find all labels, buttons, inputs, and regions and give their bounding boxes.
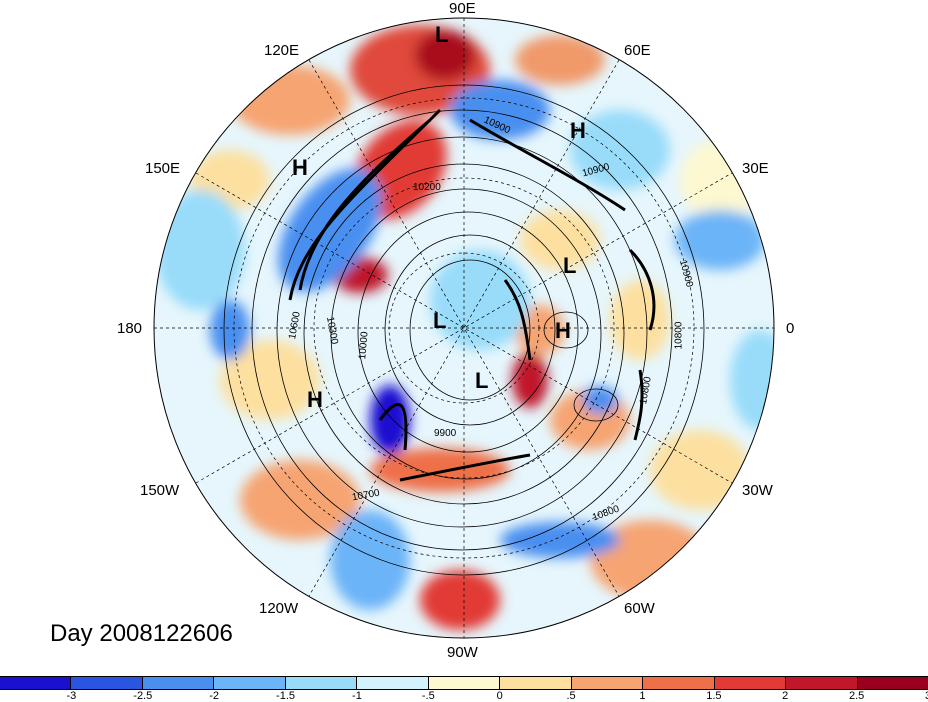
lon-label-150e: 150E [145,160,181,177]
timestamp-label: Day 2008122606 [50,620,233,647]
colorbar-segment [571,677,644,689]
colorbar-segment [428,677,501,689]
high-marker: H [555,318,571,343]
lon-label-30w: 30W [742,482,773,499]
colorbar-segment [786,677,858,689]
contour-label: 10200 [413,182,441,193]
colorbar-tick-label: 1 [639,690,646,702]
colorbar-tick-label: 2 [782,690,789,702]
colorbar-segment [643,677,715,689]
jet-contours [288,108,656,482]
high-marker: H [570,118,586,143]
colorbar-segment [214,677,286,689]
contour-label: 10800 [673,321,685,350]
low-marker: L [435,22,449,47]
colorbar-segment [285,677,358,689]
lon-label-90e: 90E [449,0,476,17]
anomaly-field [154,18,774,638]
colorbar-tick-label: 3 [925,690,928,702]
height-contours [223,84,705,576]
high-marker: H [292,155,308,180]
colorbar-tick-label: 1.5 [706,690,722,702]
contour-label: 9900 [434,428,457,439]
colorbar-segment [142,677,215,689]
colorbar-segment [714,677,787,689]
low-marker: L [563,253,577,278]
lon-label-120e: 120E [264,42,300,59]
colorbar-segment [500,677,572,689]
colorbar-tick-label: .5 [566,690,576,702]
colorbar-segment [71,677,143,689]
high-marker: H [307,387,323,412]
colorbar-tick-label: -1 [352,690,362,702]
colorbar-segment [357,677,429,689]
colorbar-tick-label: -1.5 [276,690,296,702]
colorbar-tick-label: -.5 [421,690,435,702]
lon-label-30e: 30E [742,160,769,177]
lon-label-150w: 150W [140,482,180,499]
low-marker: L [433,308,447,333]
lon-label-90w: 90W [447,644,478,661]
lon-label-60w: 60W [624,600,655,617]
colorbar-tick-label: -3 [66,690,77,702]
lon-label-0: 0 [786,320,795,337]
low-marker: L [475,368,489,393]
lon-label-120w: 120W [259,600,299,617]
colorbar-segment [0,677,72,689]
map-boundary [153,17,775,639]
colorbar-tick-label: 0 [496,690,503,702]
colorbar [0,676,928,690]
lon-label-180: 180 [117,320,143,337]
colorbar-tick-label: -2 [209,690,220,702]
lon-label-60e: 60E [624,42,651,59]
graticule [154,18,774,638]
colorbar-tick-label: 2.5 [848,690,865,702]
colorbar-segment [857,677,928,689]
colorbar-tick-label: -2.5 [133,690,153,702]
